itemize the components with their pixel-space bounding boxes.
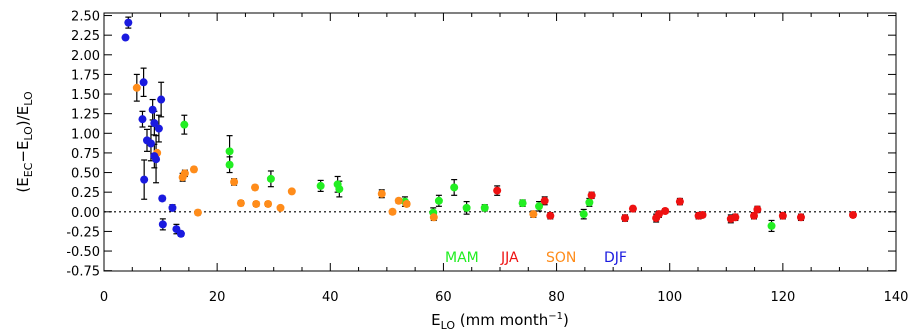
data-point-djf bbox=[139, 78, 148, 87]
data-point-jja bbox=[661, 207, 670, 216]
data-point-son bbox=[388, 207, 397, 216]
data-point-djf bbox=[150, 119, 159, 128]
y-tick-label: 2.50 bbox=[71, 10, 100, 25]
x-axis: 0 20 40 60 80 100 120 140 bbox=[100, 13, 909, 305]
data-point-jja bbox=[621, 214, 630, 223]
data-point-mam bbox=[767, 221, 776, 230]
data-point-son bbox=[402, 199, 411, 208]
data-point-son bbox=[230, 177, 239, 186]
data-point-son bbox=[180, 169, 189, 178]
data-point-djf bbox=[158, 194, 167, 203]
data-point-jja bbox=[750, 211, 759, 220]
data-point-djf bbox=[152, 155, 161, 164]
data-point-djf bbox=[157, 95, 166, 104]
y-tick-label: 1.75 bbox=[71, 68, 100, 83]
y-tick-label: 2.25 bbox=[71, 29, 100, 44]
legend: MAM JJA SON DJF bbox=[445, 250, 627, 266]
data-point-mam bbox=[434, 196, 443, 205]
legend-label-son: SON bbox=[546, 250, 576, 266]
svg-text:(EEC−ELO)/ELO: (EEC−ELO)/ELO bbox=[14, 91, 35, 193]
y-tick-label: 0.50 bbox=[71, 167, 100, 182]
y-axis: -0.75 -0.50 -0.25 0.00 0.25 0.50 0.75 1.00 1.25 1… bbox=[66, 10, 896, 280]
y-tick-label: 2.00 bbox=[71, 49, 100, 64]
data-point-djf bbox=[124, 18, 133, 27]
data-point-jja bbox=[753, 205, 762, 214]
y-tick-label: 1.25 bbox=[71, 108, 100, 123]
data-point-mam bbox=[180, 120, 189, 129]
y-tick-label: -0.25 bbox=[66, 225, 100, 240]
data-point-son bbox=[377, 189, 386, 198]
data-point-son bbox=[429, 213, 438, 222]
legend-label-jja: JJA bbox=[500, 250, 519, 266]
data-point-mam bbox=[535, 202, 544, 211]
x-axis-title: ELO (mm month−1) bbox=[431, 311, 569, 332]
y-tick-label: -0.50 bbox=[66, 245, 100, 260]
x-tick-label: 40 bbox=[322, 290, 339, 305]
data-point-mam bbox=[480, 203, 489, 212]
data-point-mam bbox=[579, 210, 588, 219]
y-tick-label: 0.00 bbox=[71, 206, 100, 221]
data-point-mam bbox=[335, 185, 344, 194]
y-tick-label: -0.75 bbox=[66, 265, 100, 280]
data-point-son bbox=[264, 199, 273, 208]
data-point-jja bbox=[587, 191, 596, 200]
data-point-jja bbox=[675, 197, 684, 206]
y-tick-label: 0.25 bbox=[71, 186, 100, 201]
x-tick-label: 60 bbox=[435, 290, 452, 305]
data-point-mam bbox=[518, 199, 527, 208]
data-point-djf bbox=[138, 115, 147, 124]
data-point-mam bbox=[316, 181, 325, 190]
data-point-son bbox=[132, 83, 141, 92]
data-point-jja bbox=[628, 204, 637, 213]
x-tick-label: 80 bbox=[548, 290, 565, 305]
data-point-mam bbox=[462, 203, 471, 212]
data-point-mam bbox=[225, 147, 234, 156]
data-point-son bbox=[529, 210, 538, 219]
data-point-jja bbox=[849, 210, 858, 219]
data-point-son bbox=[276, 203, 285, 212]
error-bars bbox=[125, 16, 857, 237]
y-tick-label: 0.75 bbox=[71, 147, 100, 162]
data-point-jja bbox=[540, 196, 549, 205]
data-points bbox=[121, 18, 858, 238]
data-point-mam bbox=[585, 198, 594, 207]
data-point-son bbox=[193, 208, 202, 217]
data-point-jja bbox=[796, 213, 805, 222]
data-point-son bbox=[236, 199, 245, 208]
x-tick-label: 140 bbox=[884, 290, 909, 305]
y-axis-title: (EEC−ELO)/ELO bbox=[14, 91, 35, 193]
data-point-djf bbox=[140, 175, 149, 184]
x-tick-label: 0 bbox=[100, 290, 108, 305]
data-point-mam bbox=[450, 183, 459, 192]
y-tick-label: 1.50 bbox=[71, 88, 100, 103]
data-point-djf bbox=[158, 220, 167, 229]
data-point-mam bbox=[266, 174, 275, 183]
data-point-jja bbox=[778, 211, 787, 220]
data-point-jja bbox=[731, 213, 740, 222]
data-point-djf bbox=[146, 139, 155, 148]
y-tick-label: 1.00 bbox=[71, 127, 100, 142]
data-point-mam bbox=[225, 160, 234, 169]
data-point-son bbox=[251, 183, 260, 192]
data-point-son bbox=[252, 199, 261, 208]
data-point-son bbox=[394, 196, 403, 205]
data-point-son bbox=[287, 187, 296, 196]
data-point-jja bbox=[546, 211, 555, 220]
legend-label-mam: MAM bbox=[445, 250, 479, 266]
data-point-jja bbox=[493, 186, 502, 195]
legend-label-djf: DJF bbox=[604, 250, 627, 266]
plot-frame bbox=[103, 12, 897, 272]
x-tick-label: 20 bbox=[209, 290, 226, 305]
data-point-djf bbox=[121, 33, 130, 42]
data-point-jja bbox=[698, 210, 707, 219]
x-tick-label: 120 bbox=[770, 290, 795, 305]
data-point-djf bbox=[148, 105, 157, 114]
data-point-djf bbox=[154, 124, 163, 133]
data-point-djf bbox=[168, 203, 177, 212]
x-tick-label: 100 bbox=[657, 290, 682, 305]
data-point-djf bbox=[176, 229, 185, 238]
data-point-son bbox=[189, 165, 198, 174]
data-point-jja bbox=[654, 210, 663, 219]
